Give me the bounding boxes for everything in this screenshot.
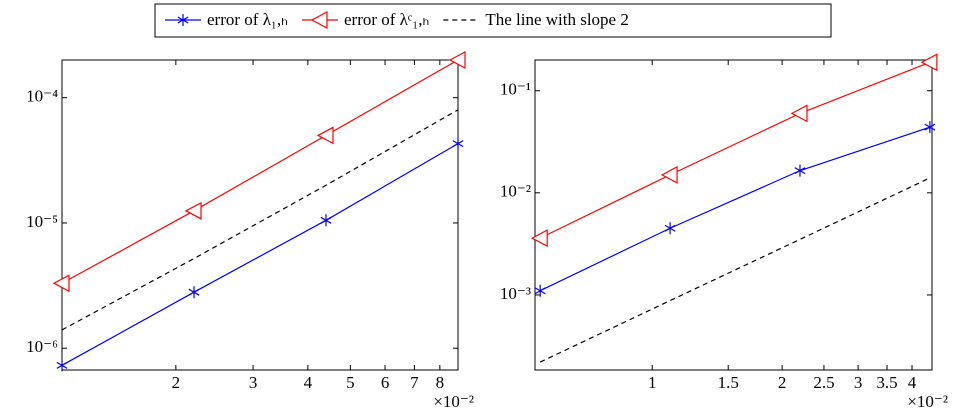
x-tick-label: 1 xyxy=(648,373,657,392)
legend-box xyxy=(154,3,832,38)
y-tick-label: 10⁻² xyxy=(500,182,531,201)
x-tick-label: 1.5 xyxy=(718,373,739,392)
marker xyxy=(664,222,676,235)
marker xyxy=(184,201,202,220)
marker xyxy=(52,274,70,293)
series-line xyxy=(539,61,931,239)
legend-label: error of λ₁,ₕ xyxy=(207,10,288,29)
marker xyxy=(660,165,678,184)
marker xyxy=(530,229,548,248)
marker xyxy=(794,164,806,177)
legend-label: error of λᶜ₁,ₕ xyxy=(344,10,429,29)
x-multiplier: ×10⁻² xyxy=(907,392,948,411)
marker xyxy=(452,137,464,150)
x-multiplier: ×10⁻² xyxy=(433,392,474,411)
marker xyxy=(56,359,68,372)
plot-frame xyxy=(61,59,459,371)
y-tick-label: 10⁻⁵ xyxy=(26,212,58,231)
series-line xyxy=(61,109,459,331)
series-line xyxy=(61,143,459,366)
marker xyxy=(448,51,466,69)
x-tick-label: 8 xyxy=(436,373,445,392)
marker xyxy=(316,126,334,145)
y-tick-label: 10⁻¹ xyxy=(500,80,531,99)
y-tick-label: 10⁻⁴ xyxy=(26,87,58,106)
x-tick-label: 4 xyxy=(908,373,917,392)
series-line xyxy=(61,59,459,284)
y-tick-label: 10⁻⁶ xyxy=(26,337,58,356)
marker xyxy=(924,121,936,134)
x-tick-label: 2 xyxy=(778,373,787,392)
marker xyxy=(534,284,546,297)
x-tick-label: 3 xyxy=(249,373,258,392)
x-tick-label: 2 xyxy=(172,373,181,392)
series-line xyxy=(539,126,931,292)
x-tick-label: 5 xyxy=(346,373,355,392)
series-line xyxy=(539,177,931,363)
plot-frame xyxy=(534,59,933,371)
marker xyxy=(320,214,332,227)
marker xyxy=(310,11,328,29)
x-tick-label: 4 xyxy=(304,373,313,392)
x-tick-label: 2.5 xyxy=(813,373,834,392)
x-tick-label: 3.5 xyxy=(876,373,897,392)
y-tick-label: 10⁻³ xyxy=(500,284,531,303)
x-tick-label: 7 xyxy=(410,373,419,392)
legend-label: The line with slope 2 xyxy=(485,10,629,29)
x-tick-label: 6 xyxy=(381,373,390,392)
marker xyxy=(177,14,189,26)
marker xyxy=(188,286,200,299)
x-tick-label: 3 xyxy=(854,373,863,392)
marker xyxy=(790,104,808,123)
marker xyxy=(920,53,938,72)
